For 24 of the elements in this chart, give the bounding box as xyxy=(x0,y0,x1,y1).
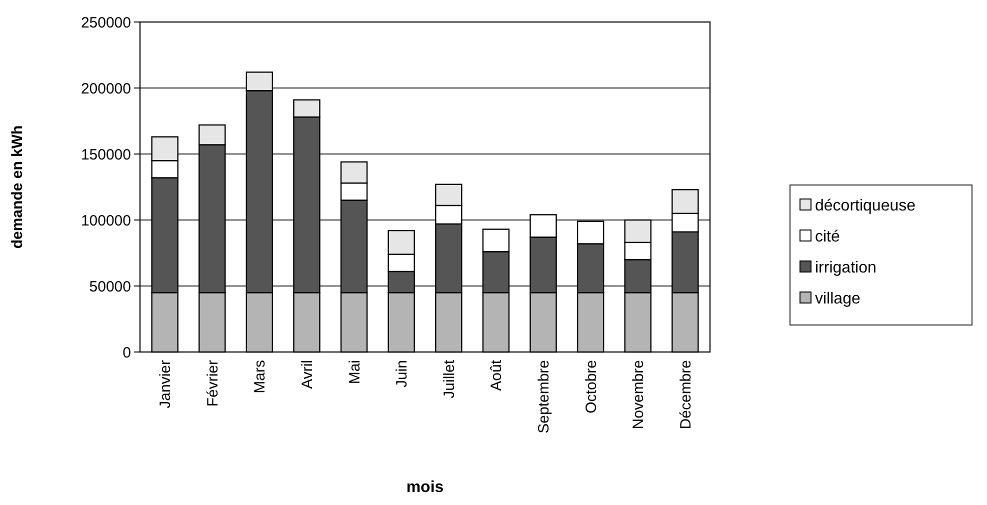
legend-label: décortiqueuse xyxy=(815,198,916,215)
x-tick-label: Décembre xyxy=(677,360,694,430)
y-tick-label: 150000 xyxy=(80,146,131,164)
x-tick-label: Janvier xyxy=(157,360,174,408)
x-tick-label: Août xyxy=(488,359,506,391)
y-tick-label: 50000 xyxy=(89,278,131,296)
legend-label: irrigation xyxy=(815,260,876,277)
y-tick-label: 250000 xyxy=(80,14,131,32)
x-tick-label: Avril xyxy=(298,360,316,389)
x-tick-label: Septembre xyxy=(536,360,553,434)
x-tick-label: Novembre xyxy=(630,360,648,430)
y-tick-label: 100000 xyxy=(80,212,131,230)
legend-label: village xyxy=(815,290,860,308)
x-tick-label: Octobre xyxy=(582,360,600,414)
x-tick-label: Février xyxy=(204,360,222,407)
x-tick-label: Mai xyxy=(346,360,364,384)
y-tick-label: 0 xyxy=(122,344,131,362)
x-axis-title: mois xyxy=(406,479,444,496)
legend-label: cité xyxy=(815,228,840,246)
x-tick-label: Juin xyxy=(394,360,411,388)
x-tick-label: Juillet xyxy=(440,359,458,398)
y-axis-title: demande en kWh xyxy=(9,125,26,249)
y-tick-label: 200000 xyxy=(80,80,131,98)
x-tick-label: Mars xyxy=(252,360,269,394)
